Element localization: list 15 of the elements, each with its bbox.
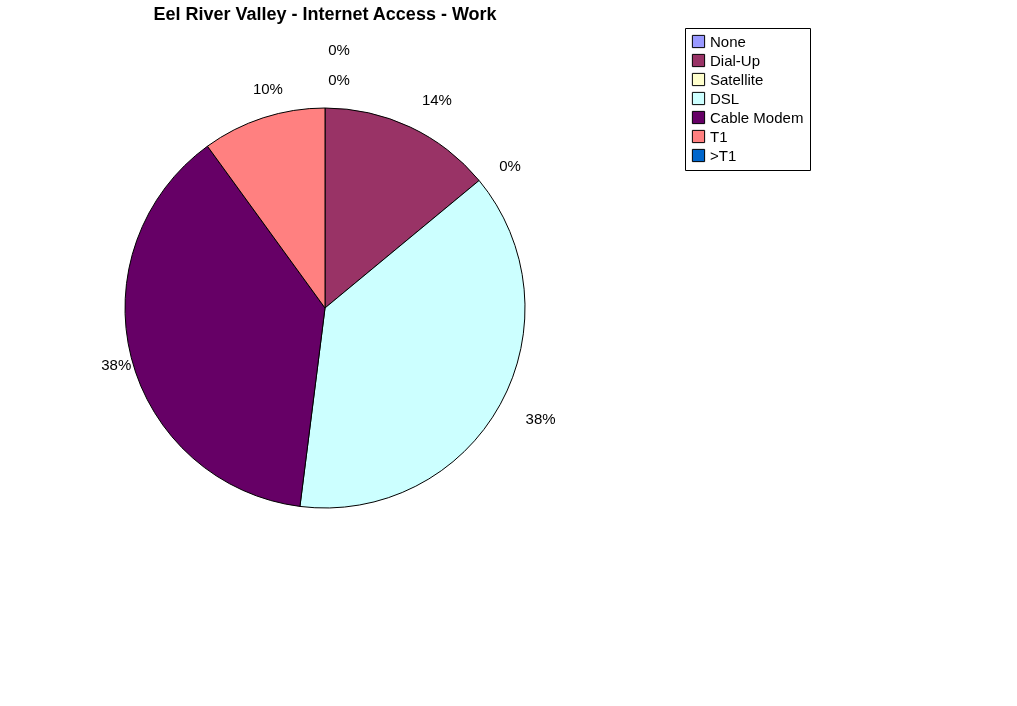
data-label: 38%	[101, 356, 132, 374]
text: 0%	[328, 41, 350, 58]
data-label: 14%	[421, 90, 452, 108]
legend-label: Cable Modem	[710, 108, 804, 126]
chart-title: Eel River Valley - Internet Access - Work	[153, 3, 498, 24]
legend-label: None	[710, 32, 746, 50]
legend-label: T1	[710, 127, 728, 145]
legend-label: Dial-Up	[710, 51, 761, 69]
legend-label: >T1	[710, 146, 737, 164]
legend-label: Satellite	[710, 70, 764, 88]
legend-label: DSL	[710, 89, 740, 107]
text: 0%	[499, 157, 521, 175]
text: 0%	[328, 71, 350, 88]
data-label: 38%	[525, 409, 556, 427]
data-label: 10%	[252, 80, 283, 98]
